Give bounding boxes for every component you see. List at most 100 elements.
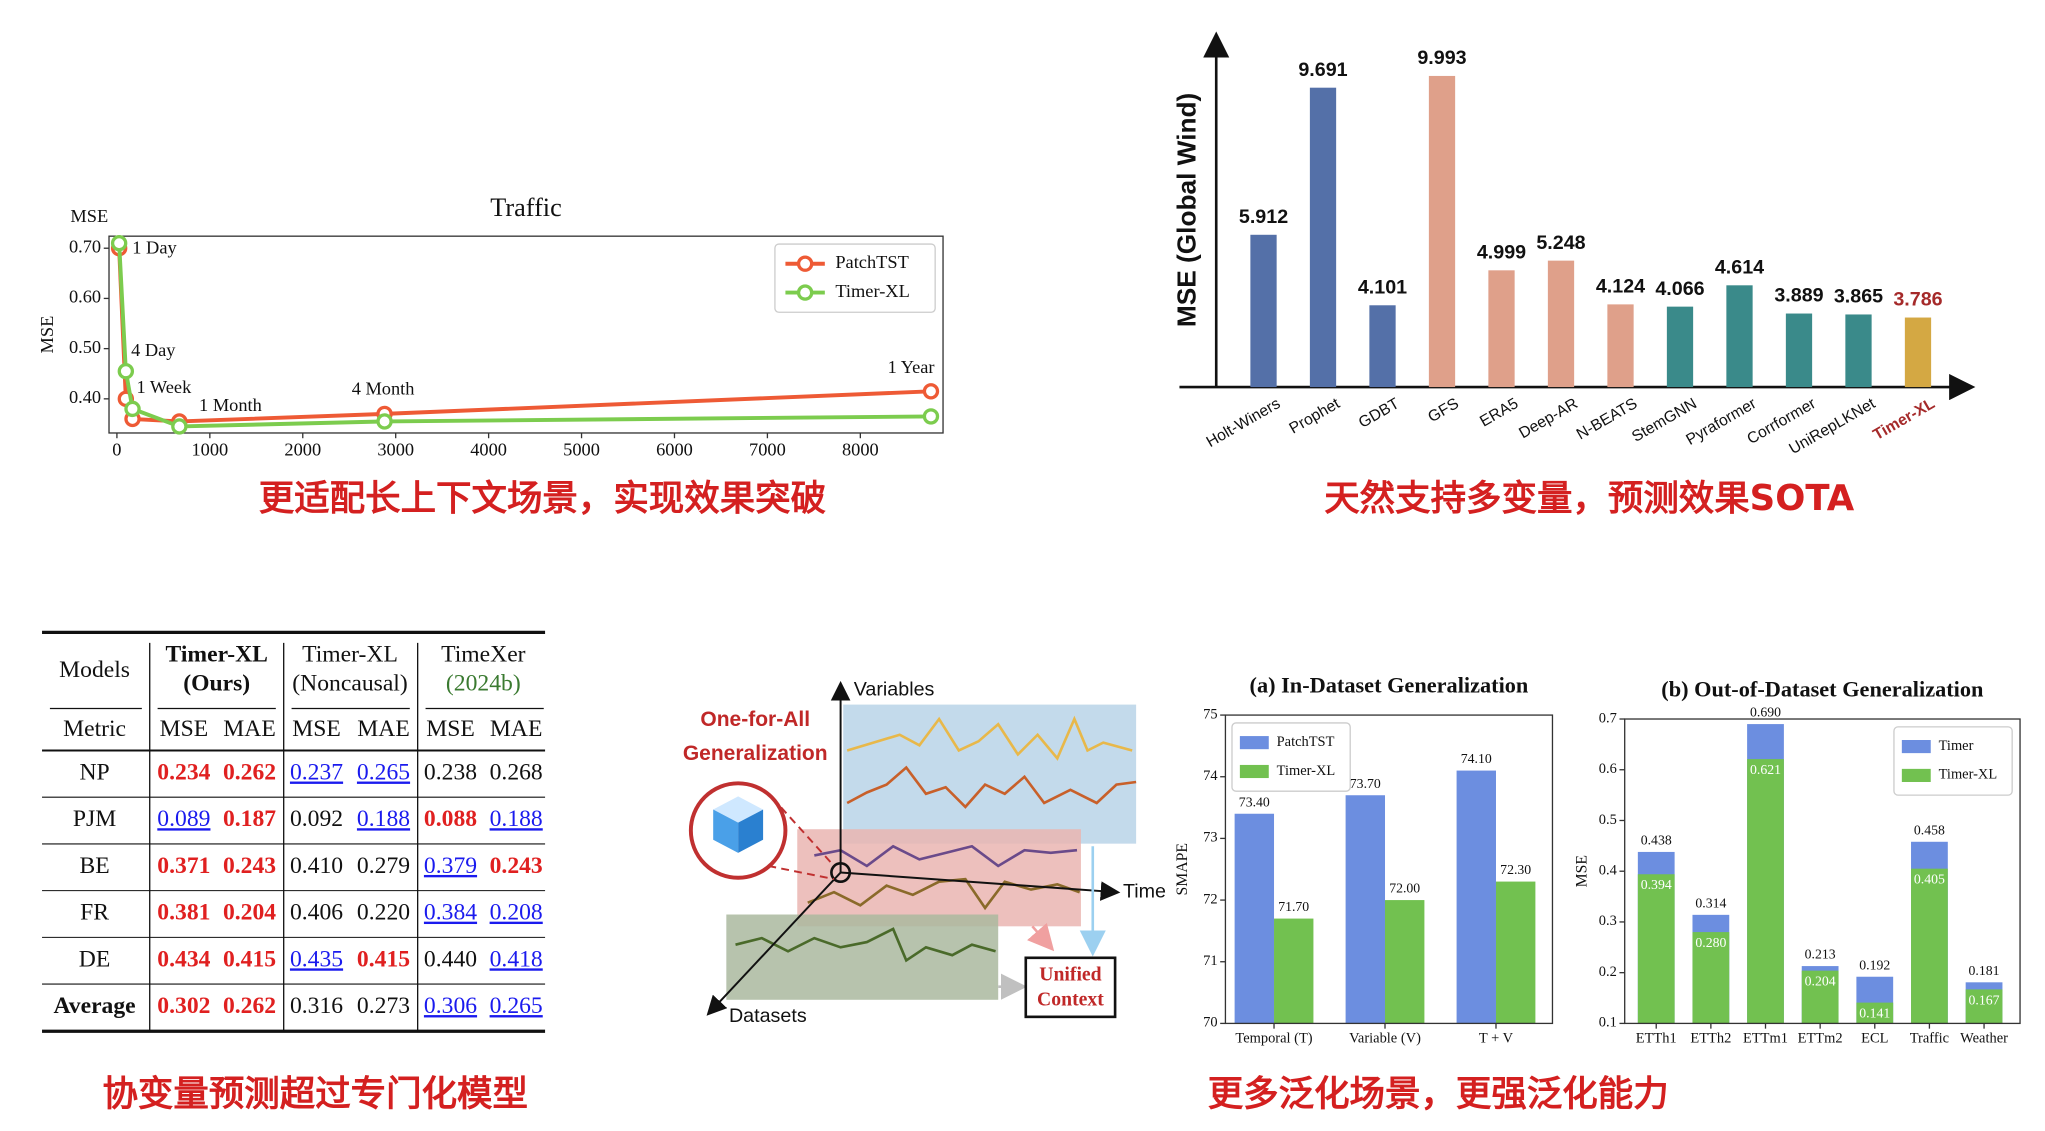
bar <box>1547 260 1575 388</box>
x-tick-label: T + V <box>1479 1030 1514 1046</box>
point <box>171 418 188 435</box>
chart-title: (b) Out-of-Dataset Generalization <box>1661 677 1984 702</box>
row-name: BE <box>79 853 109 879</box>
bar <box>1965 989 2003 1024</box>
value-label: 3.786 <box>1893 289 1942 311</box>
legend-box <box>774 243 936 313</box>
x-tick-label: ECL <box>1861 1030 1888 1046</box>
x-tick-label: 3000 <box>377 440 414 460</box>
x-tick-label: 6000 <box>656 440 693 460</box>
value-label: 73.70 <box>1350 776 1381 791</box>
bar <box>1309 87 1337 388</box>
metric: MSE <box>426 716 475 742</box>
cell: 0.316 <box>290 993 343 1019</box>
datasets-panel <box>726 914 999 1000</box>
x-tick-label: 7000 <box>749 440 786 460</box>
bar <box>1911 868 1948 1024</box>
point <box>376 413 393 430</box>
model-note: (Ours) <box>183 670 250 696</box>
cell: 0.237 <box>290 760 343 786</box>
cell: 0.410 <box>290 853 343 879</box>
output-label: Context <box>1037 989 1104 1011</box>
value-label: 4.124 <box>1596 276 1645 298</box>
caption: 更多泛化场景，更强泛化能力 <box>1208 1074 1669 1115</box>
point-label: 1 Day <box>132 238 177 258</box>
y-tick-label: 74 <box>1203 768 1217 784</box>
chart-title: Traffic <box>490 193 562 222</box>
value-label: 0.181 <box>1969 963 2000 978</box>
caption: 天然支持多变量，预测效果SOTA <box>1324 478 1855 519</box>
point-label: 1 Week <box>136 377 192 397</box>
value-label: 74.10 <box>1461 751 1492 766</box>
value-label: 72.30 <box>1500 862 1531 877</box>
table-header: Models <box>59 657 130 683</box>
value-label: 0.213 <box>1805 947 1836 962</box>
value-label: 0.458 <box>1914 822 1945 837</box>
cell: 0.262 <box>223 993 276 1019</box>
y-tick-label: 0.60 <box>69 287 101 307</box>
cell: 0.089 <box>157 806 210 832</box>
caption: 更适配长上下文场景，实现效果突破 <box>259 478 827 519</box>
model-note: (Noncausal) <box>292 670 407 696</box>
cell: 0.187 <box>223 806 276 832</box>
plot-frame <box>108 235 944 434</box>
cell: 0.265 <box>357 760 410 786</box>
cell: 0.208 <box>490 900 543 926</box>
flow-arrow <box>1027 922 1055 952</box>
series-wave <box>735 927 996 963</box>
row-name: Average <box>53 993 135 1019</box>
x-tick-label: ETTm2 <box>1798 1030 1843 1046</box>
bar <box>1428 75 1456 388</box>
cell: 0.262 <box>223 760 276 786</box>
x-tick-label: Traffic <box>1910 1030 1949 1046</box>
table-header: Metric <box>63 716 126 742</box>
x-tick-label: 2000 <box>284 440 321 460</box>
corner-label: MSE <box>70 206 108 226</box>
origin <box>830 862 852 884</box>
bar <box>1345 795 1386 1024</box>
value-label: 71.70 <box>1278 899 1309 914</box>
x-tick-label: 8000 <box>842 440 879 460</box>
legend-label: PatchTST <box>835 252 908 272</box>
cell: 0.371 <box>157 853 210 879</box>
cell: 0.273 <box>357 993 410 1019</box>
value-label: 4.066 <box>1655 278 1704 300</box>
x-tick-label: 5000 <box>563 440 600 460</box>
point-label: 4 Day <box>131 340 176 360</box>
caption: 协变量预测超过专门化模型 <box>102 1074 527 1115</box>
diagram: Variables Time Datasets One-for-All Gene… <box>683 678 1166 1027</box>
cell: 0.265 <box>490 993 543 1019</box>
y-tick-label: 72 <box>1203 891 1217 907</box>
bar <box>1747 759 1784 1024</box>
value-label: 73.40 <box>1239 794 1270 809</box>
bar <box>1607 304 1634 388</box>
model-note: (2024b) <box>446 670 521 696</box>
point-label: 4 Month <box>352 379 415 399</box>
row-name: FR <box>80 900 109 926</box>
datasets-axis <box>706 871 842 1016</box>
bar <box>1488 270 1515 388</box>
axis-label: Datasets <box>729 1005 807 1027</box>
legend-label: PatchTST <box>1277 734 1335 750</box>
x-tick-label: 0 <box>112 440 121 460</box>
point <box>922 408 940 425</box>
point <box>110 235 128 252</box>
y-tick-label: 75 <box>1203 706 1217 722</box>
legend-label: Timer-XL <box>1939 767 1998 783</box>
y-tick-label: 70 <box>1203 1015 1217 1031</box>
output-label: Unified <box>1039 964 1101 986</box>
chart-title: (a) In-Dataset Generalization <box>1250 673 1529 698</box>
bar <box>1666 306 1694 388</box>
legend-swatch <box>796 284 814 301</box>
point <box>117 363 135 380</box>
cell: 0.418 <box>490 946 543 972</box>
cell: 0.381 <box>157 900 210 926</box>
point-label: 1 Year <box>888 357 935 377</box>
metric: MAE <box>223 716 275 742</box>
y-tick-label: 0.70 <box>69 236 101 256</box>
cell: 0.188 <box>357 806 410 832</box>
row-name: PJM <box>73 806 116 832</box>
